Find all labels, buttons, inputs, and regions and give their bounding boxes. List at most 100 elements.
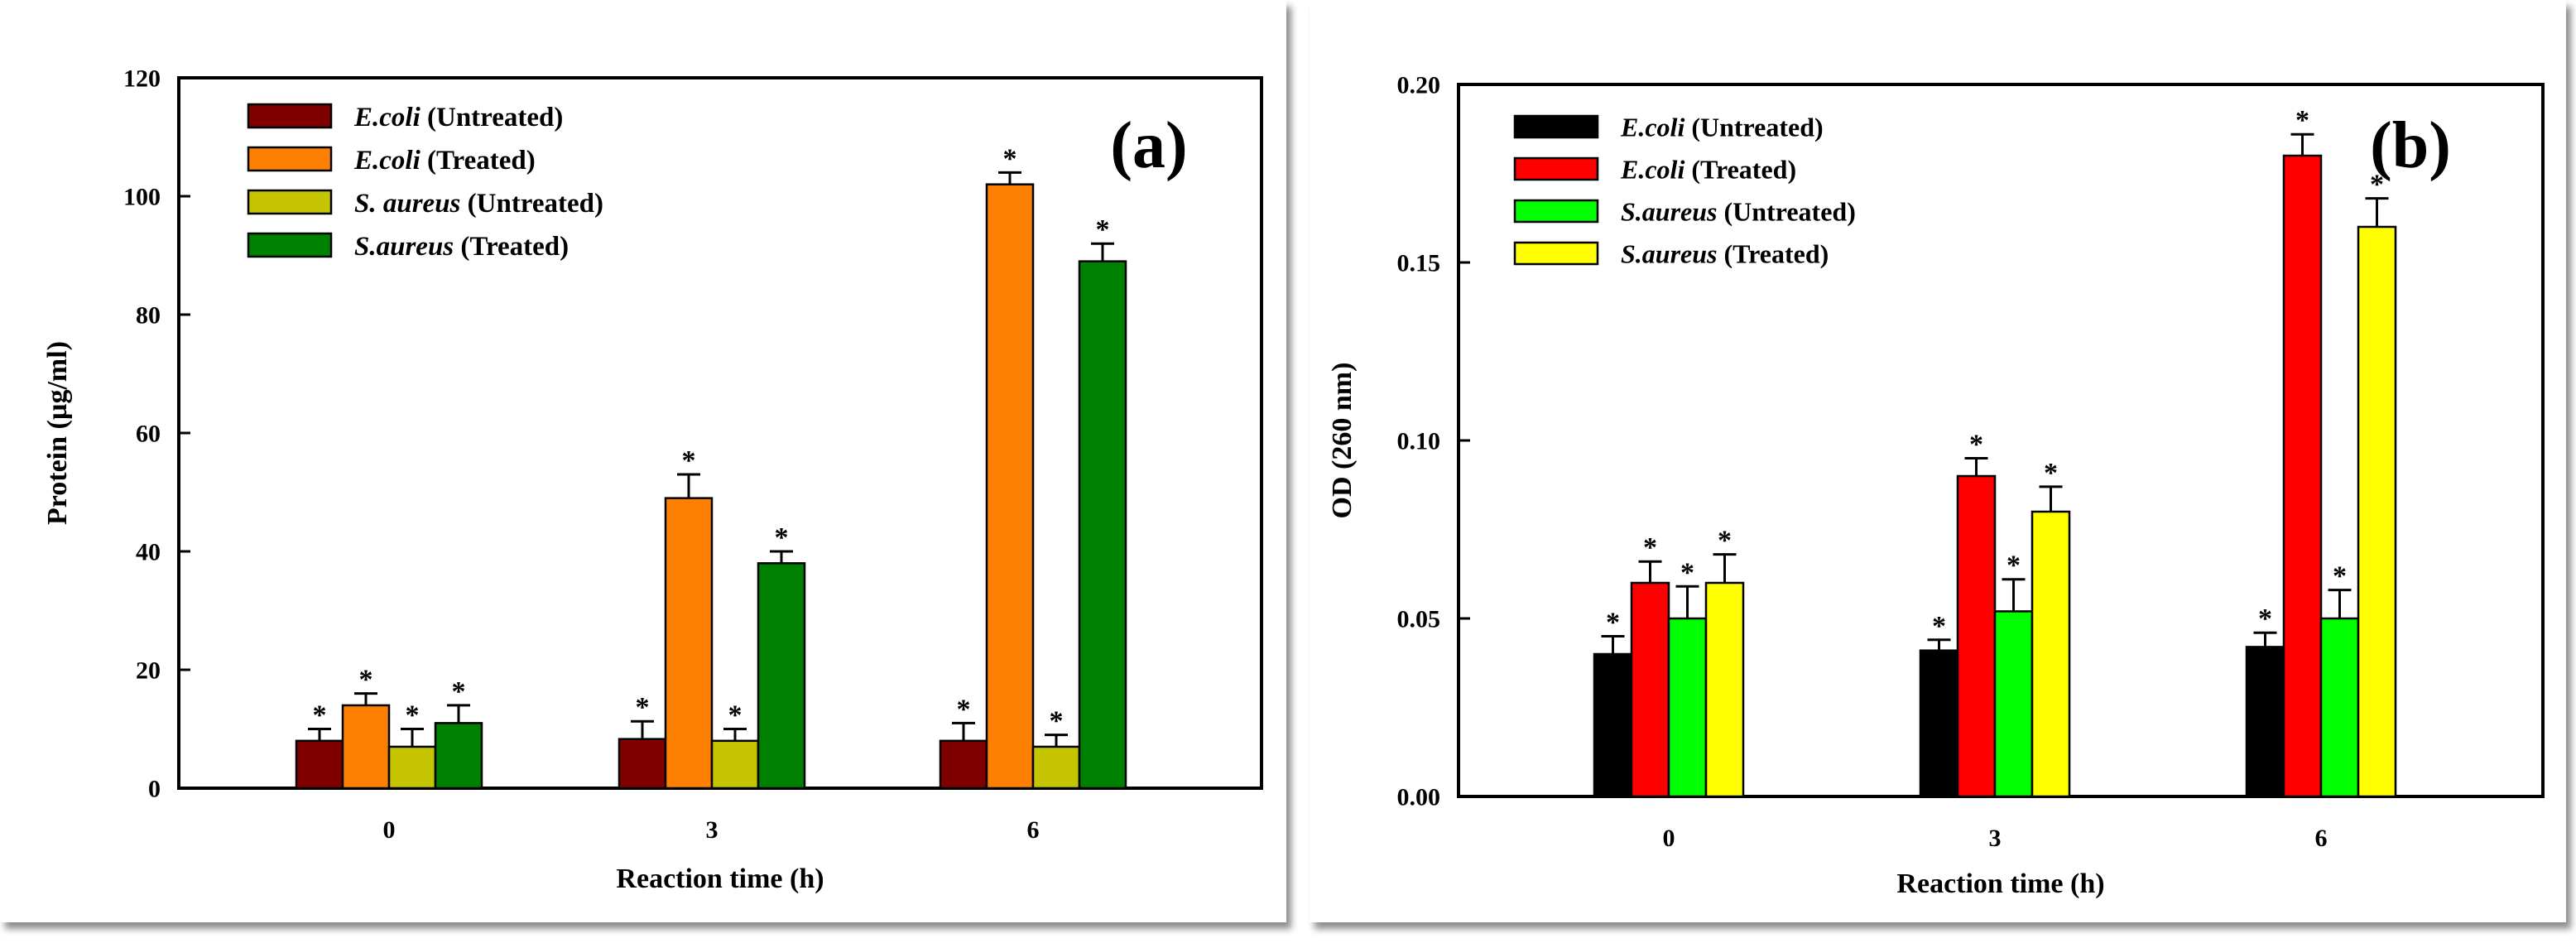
significance-marker: * (1718, 526, 1732, 556)
significance-marker: * (2044, 458, 2058, 488)
significance-marker: * (1643, 532, 1657, 563)
legend-condition: (Untreated) (1684, 113, 1823, 142)
x-axis-label: Reaction time (h) (1896, 868, 2104, 899)
legend-species: S. aureus (354, 189, 460, 219)
legend-species: S.aureus (354, 232, 454, 262)
significance-marker: * (1003, 143, 1017, 174)
legend-entry: E.coli (Untreated) (353, 103, 563, 132)
significance-marker: * (1680, 557, 1694, 588)
legend-entry: S.aureus (Treated) (1621, 239, 1829, 269)
significance-marker: * (1932, 611, 1946, 642)
bar (985, 183, 1035, 790)
od-chart: 0.00 0.05 0.10 0.15 0.20 0 3 6 Reaction time (h)… (1327, 72, 2545, 899)
legend-condition: (Treated) (421, 146, 536, 176)
x-tick-label: 0 (1663, 825, 1675, 852)
bar (1956, 474, 1997, 798)
bar (710, 739, 760, 790)
legend-swatch (247, 103, 333, 129)
y-axis-label: Protein (µg/ml) (42, 341, 73, 525)
bar (434, 722, 483, 790)
legend-species: E.coli (1620, 113, 1684, 142)
protein-chart: 0 20 40 60 80 100 120 0 3 6 Reaction time (h) Prote… (42, 65, 1263, 894)
y-axis-label: OD (260 nm) (1327, 363, 1358, 519)
legend-swatch (1513, 114, 1599, 139)
y-tick-label: 0.20 (1397, 72, 1441, 99)
panel-label: (a) (1110, 109, 1187, 182)
x-tick-label: 6 (1027, 816, 1040, 844)
significance-marker: * (452, 676, 466, 707)
legend-condition: (Untreated) (460, 189, 603, 219)
bar (1993, 610, 2034, 798)
bar (618, 738, 667, 790)
legend-swatch (1513, 199, 1599, 224)
x-axis-label: Reaction time (h) (616, 864, 824, 894)
x-tick-label: 3 (706, 816, 718, 844)
legend-condition: (Treated) (454, 232, 569, 262)
significance-marker: * (636, 692, 650, 723)
bar (1593, 652, 1633, 798)
x-tick-label: 6 (2315, 825, 2328, 852)
bar (1919, 649, 1959, 798)
legend-condition: (Untreated) (1718, 197, 1856, 227)
legend-entry: S. aureus (Untreated) (354, 189, 603, 219)
bar (2282, 154, 2323, 798)
significance-marker: * (682, 445, 696, 476)
significance-marker: * (1050, 706, 1064, 737)
bar (1630, 581, 1670, 798)
bar (1704, 581, 1745, 798)
y-tick-label: 20 (136, 657, 161, 685)
significance-marker: * (1606, 608, 1620, 638)
legend-species: E.coli (353, 146, 421, 176)
significance-marker: * (359, 665, 373, 695)
significance-marker: * (406, 700, 420, 731)
significance-marker: * (775, 522, 789, 553)
legend-condition: (Treated) (1718, 239, 1829, 269)
bar (664, 497, 714, 790)
significance-marker: * (2258, 604, 2272, 634)
y-tick-label: 0.10 (1397, 428, 1441, 455)
bar (387, 745, 437, 790)
bar (757, 562, 806, 790)
y-tick-label: 0 (148, 776, 161, 803)
bar (2031, 510, 2071, 798)
x-tick-label: 0 (383, 816, 396, 844)
bar (295, 739, 344, 790)
legend-entry: S.aureus (Treated) (354, 232, 569, 262)
legend-condition: (Treated) (1684, 155, 1796, 185)
bar (1078, 260, 1127, 790)
legend-swatch (247, 146, 333, 172)
significance-marker: * (1969, 430, 1983, 460)
y-tick-label: 0.00 (1397, 784, 1441, 811)
legend-swatch (1513, 156, 1599, 181)
significance-marker: * (2006, 551, 2021, 581)
legend-species: E.coli (353, 103, 421, 132)
significance-marker: * (2333, 561, 2347, 592)
legend-swatch (247, 232, 333, 258)
bar (2319, 617, 2360, 798)
bar (1667, 617, 1708, 798)
legend-swatch (247, 189, 333, 215)
legend-entry: E.coli (Treated) (1620, 155, 1796, 185)
bar (939, 739, 988, 790)
legend-entry: E.coli (Untreated) (1620, 113, 1824, 142)
bar (2245, 646, 2285, 798)
significance-marker: * (1096, 214, 1110, 245)
x-tick-label: 3 (1989, 825, 2002, 852)
legend-entry: E.coli (Treated) (353, 146, 536, 176)
legend-swatch (1513, 241, 1599, 266)
y-tick-label: 100 (123, 184, 161, 211)
bar (341, 704, 391, 790)
significance-marker: * (957, 694, 971, 724)
legend-condition: (Untreated) (421, 103, 564, 132)
chart-panel-b: 0.00 0.05 0.10 0.15 0.20 0 3 6 Reaction time (h)… (1310, 0, 2566, 922)
legend-entry: S.aureus (Untreated) (1621, 197, 1856, 227)
legend-species: S.aureus (1621, 197, 1718, 227)
y-tick-label: 80 (136, 302, 161, 330)
panel-label: (b) (2370, 109, 2451, 182)
y-tick-label: 0.15 (1397, 250, 1441, 277)
significance-marker: * (313, 700, 327, 731)
chart-panel-a: 0 20 40 60 80 100 120 0 3 6 Reaction time (h) Prote… (0, 0, 1286, 922)
significance-marker: * (2295, 105, 2309, 136)
legend-species: S.aureus (1621, 239, 1718, 269)
significance-marker: * (2370, 170, 2384, 200)
